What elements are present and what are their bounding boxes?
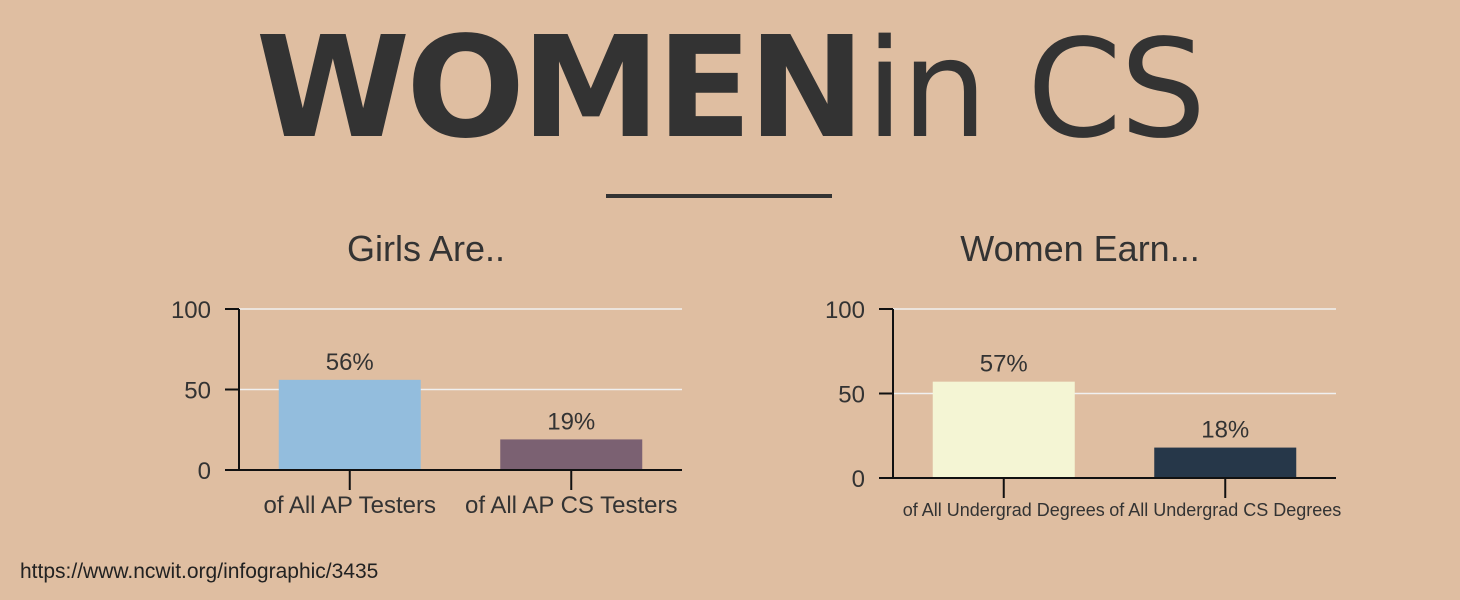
y-tick-label: 50 [838,382,865,409]
chart-title-girls: Girls Are.. [346,228,506,269]
x-tick-label: of All Undergrad Degrees [903,500,1105,520]
source-link[interactable]: https://www.ncwit.org/infographic/3435 [20,560,379,583]
y-tick-label: 100 [825,297,865,324]
x-tick-label: of All AP CS Testers [465,492,678,519]
y-tick-label: 0 [852,466,865,493]
title-underline-divider [606,194,832,198]
y-tick-label: 0 [198,458,211,485]
x-tick-label: of All AP Testers [263,492,436,519]
bar-value-label: 57% [980,351,1028,378]
title-bold-word: WOMEN [255,7,866,170]
bar [932,381,1075,478]
bar-value-label: 18% [1201,417,1249,444]
y-tick-label: 50 [184,378,211,405]
bar [1154,447,1297,478]
bar [278,379,421,470]
chart-title-women: Women Earn... [960,228,1200,269]
bar [500,439,643,470]
bar-value-label: 19% [547,408,595,435]
y-tick-label: 100 [171,297,211,324]
x-tick-label: of All Undergrad CS Degrees [1109,500,1341,520]
page-title: WOMEN in CS [0,14,1460,207]
bar-chart-women: 57% of All Undergrad Degrees 18% of All Und… [825,297,1341,520]
bar-value-label: 56% [326,349,374,376]
bar-chart-girls: 56% of All AP Testers 19% of All AP CS Test… [171,297,682,519]
title-light-words: in CS [865,11,1206,169]
